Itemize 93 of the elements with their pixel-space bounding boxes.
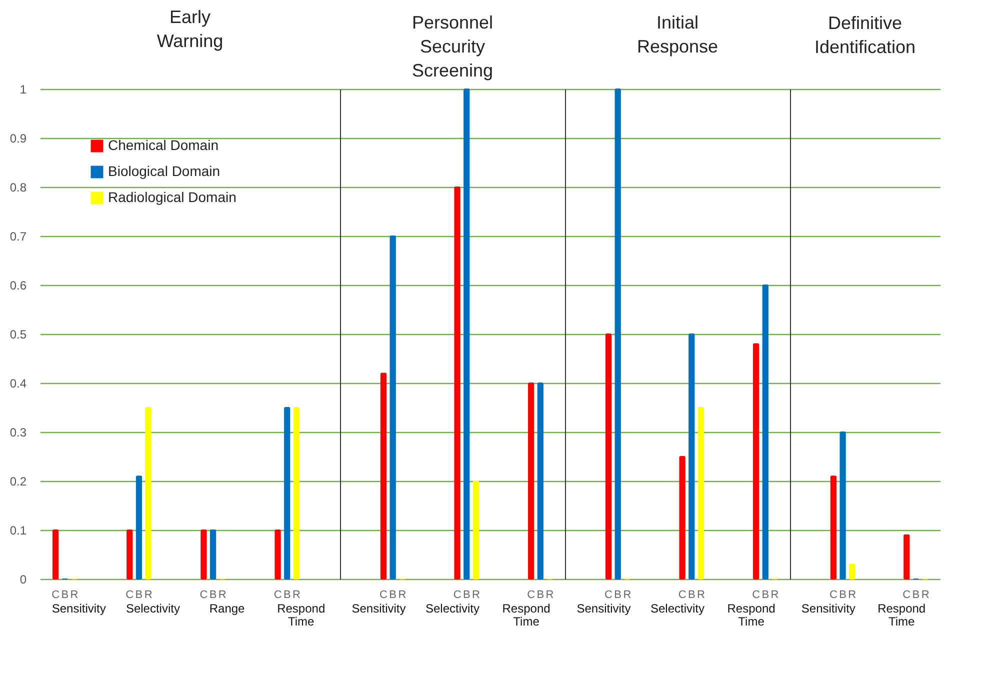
y-tick-label: 0.5 <box>10 328 27 342</box>
text: B <box>614 589 622 601</box>
text: B <box>762 589 770 601</box>
text: C <box>678 589 686 601</box>
bar <box>904 534 910 580</box>
text: C <box>527 589 536 601</box>
bar <box>52 530 59 580</box>
x-tick-label: Respond Time <box>727 602 776 628</box>
bar <box>528 382 534 580</box>
text: R <box>921 589 930 601</box>
text: B <box>839 589 846 601</box>
text: C <box>126 589 134 601</box>
bar <box>293 407 300 580</box>
bar <box>679 456 686 580</box>
bar <box>126 530 133 580</box>
chart-title: Early Warning <box>156 7 224 51</box>
y-tick-label: 0.2 <box>10 474 27 488</box>
text: R <box>144 589 152 601</box>
legend-label: Radiological Domain <box>108 189 236 205</box>
text: C <box>829 589 838 601</box>
bar <box>145 407 152 580</box>
text: B <box>209 589 217 601</box>
bar <box>200 530 207 580</box>
text: R <box>218 589 226 601</box>
x-tick-label: Respond Time <box>502 602 550 628</box>
bar <box>284 407 290 580</box>
bar <box>274 530 281 580</box>
text: R <box>546 589 554 601</box>
text: R <box>472 589 480 601</box>
chart-title: Personnel Security Screening <box>412 12 494 80</box>
bar <box>390 236 396 580</box>
y-tick-label: 0.1 <box>10 524 27 538</box>
text: B <box>283 589 291 601</box>
chart-title: Initial Response <box>636 12 718 56</box>
text: C <box>752 589 760 601</box>
text: B <box>389 589 397 601</box>
text: B <box>688 589 696 601</box>
text: R <box>292 589 300 601</box>
bar <box>849 564 856 580</box>
x-tick-label: Respond Time <box>277 602 326 628</box>
x-tick-label: Sensitivity <box>801 602 856 616</box>
text: R <box>696 589 705 601</box>
text: R <box>848 589 856 601</box>
y-tick-label: 0.8 <box>10 180 27 194</box>
x-tick-label: Selectivity <box>425 602 480 616</box>
bar <box>614 88 621 580</box>
x-tick-label: Range <box>209 602 246 616</box>
y-tick-label: 0.9 <box>10 132 27 146</box>
bar <box>762 284 768 580</box>
bar <box>830 476 837 580</box>
text: R <box>623 589 632 601</box>
text: C <box>200 589 208 601</box>
bar <box>605 334 612 580</box>
bar <box>380 372 387 580</box>
y-tick-label: 0.4 <box>10 376 27 390</box>
bar <box>210 530 216 580</box>
y-tick-label: 0.7 <box>10 230 27 244</box>
y-tick-label: 0 <box>20 572 27 586</box>
text: C <box>52 589 60 601</box>
text: B <box>61 589 69 601</box>
y-tick-label: 1 <box>20 82 27 96</box>
bar <box>472 480 480 580</box>
bar <box>537 382 544 580</box>
text: B <box>536 589 544 601</box>
text: B <box>912 589 920 601</box>
bar <box>698 407 704 580</box>
x-tick-label: Selectivity <box>126 602 180 616</box>
chart-title: Definitive Identification <box>814 13 916 57</box>
bar <box>464 88 470 580</box>
text: C <box>453 589 462 601</box>
text: C <box>380 589 388 601</box>
text: R <box>398 589 406 601</box>
x-tick-label: Sensitivity <box>52 602 106 616</box>
text: C <box>902 589 911 601</box>
text: B <box>462 589 470 601</box>
x-tick-label: Respond Time <box>878 602 926 628</box>
legend-label: Chemical Domain <box>108 137 218 153</box>
x-tick-label: Selectivity <box>650 602 705 616</box>
bar <box>136 476 142 580</box>
text: R <box>770 589 779 601</box>
legend-label: Biological Domain <box>108 163 220 179</box>
text: C <box>604 589 613 601</box>
y-tick-label: 0.6 <box>10 278 27 292</box>
x-tick-label: Sensitivity <box>352 602 406 616</box>
bar <box>688 334 695 580</box>
y-tick-label: 0.3 <box>10 426 27 440</box>
x-tick-label: Sensitivity <box>576 602 631 616</box>
text: R <box>70 589 78 601</box>
bar <box>840 432 846 580</box>
bar <box>753 343 760 580</box>
text: C <box>274 589 282 601</box>
text: B <box>135 589 143 601</box>
bar <box>454 186 460 580</box>
